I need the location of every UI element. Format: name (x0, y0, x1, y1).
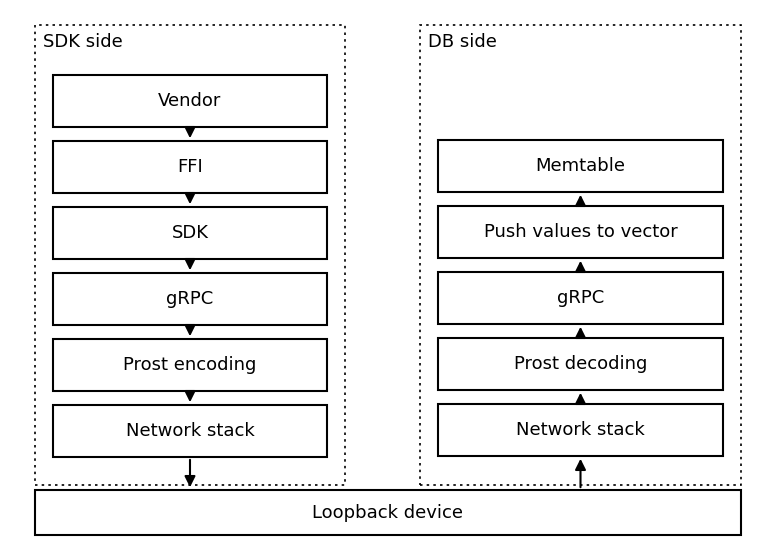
Bar (53, 207, 327, 259)
Bar (438, 206, 723, 258)
Text: Loopback device: Loopback device (313, 504, 463, 522)
Text: gRPC: gRPC (166, 290, 213, 308)
Text: Memtable: Memtable (535, 157, 625, 175)
Text: gRPC: gRPC (557, 289, 605, 307)
Text: FFI: FFI (177, 158, 203, 176)
Bar (53, 141, 327, 193)
Text: Push values to vector: Push values to vector (483, 223, 677, 241)
Bar (53, 339, 327, 391)
Text: SDK: SDK (171, 224, 209, 242)
Bar (438, 338, 723, 390)
Text: SDK side: SDK side (43, 33, 123, 51)
Text: Vendor: Vendor (158, 92, 222, 110)
Text: Prost decoding: Prost decoding (514, 355, 647, 373)
Bar (53, 75, 327, 127)
Text: Network stack: Network stack (516, 421, 645, 439)
Text: DB side: DB side (428, 33, 497, 51)
Bar (35, 25, 345, 485)
Bar (438, 404, 723, 456)
Bar (53, 405, 327, 457)
Text: Network stack: Network stack (126, 422, 255, 440)
Bar (53, 273, 327, 325)
Bar (35, 490, 741, 535)
Text: Prost encoding: Prost encoding (123, 356, 257, 374)
Bar (420, 25, 741, 485)
Bar (438, 140, 723, 192)
Bar (438, 272, 723, 324)
